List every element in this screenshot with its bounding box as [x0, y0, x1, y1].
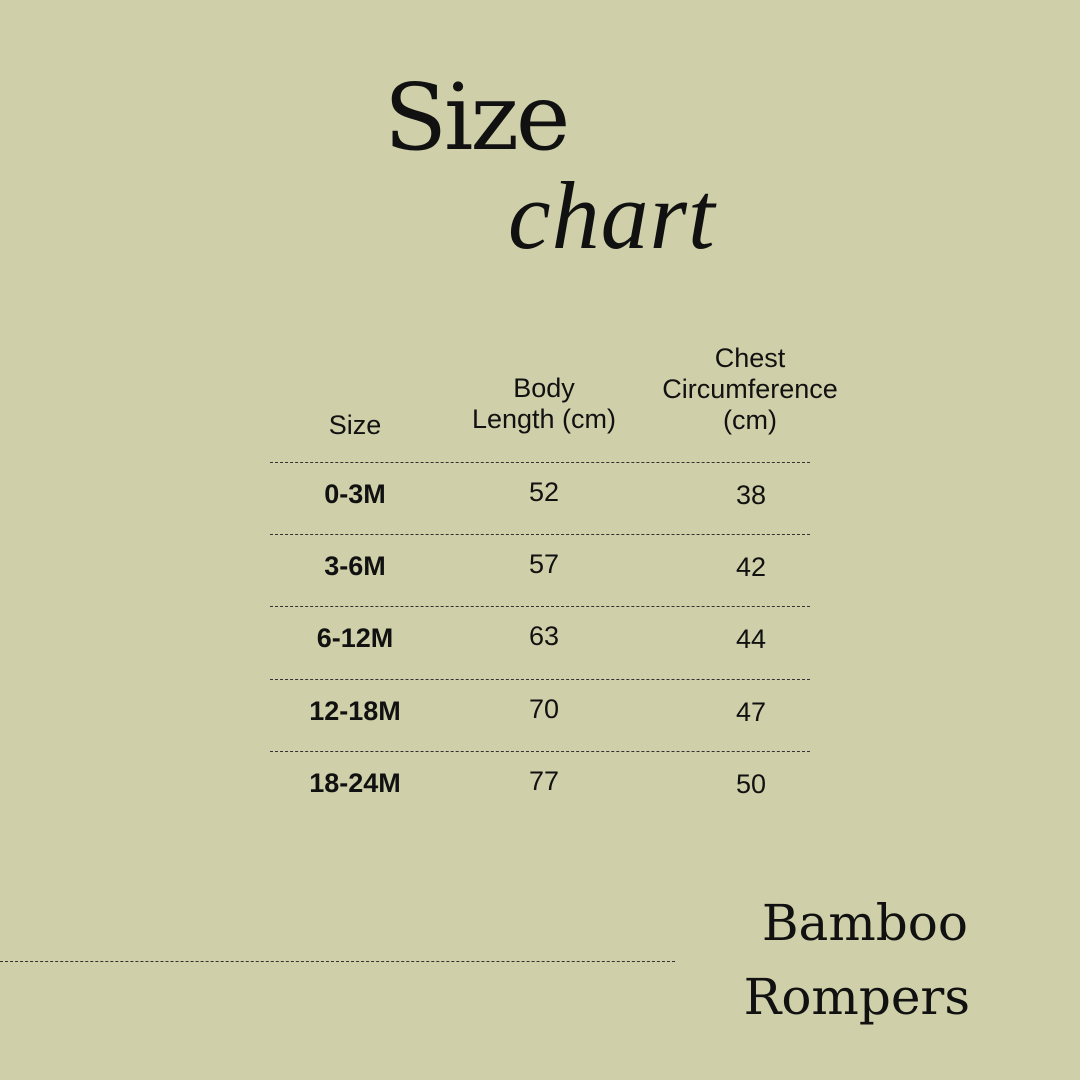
- cell-body-length: 52: [528, 477, 560, 507]
- cell-body-length: 63: [528, 621, 560, 651]
- cell-chest: 38: [735, 480, 767, 510]
- row-divider: [270, 534, 810, 535]
- cell-body-length: 70: [528, 694, 560, 724]
- cell-body-length: 77: [528, 766, 560, 796]
- cell-chest: 44: [735, 624, 767, 654]
- cell-size: 18-24M: [309, 768, 401, 798]
- header-text: Circumference: [662, 374, 838, 404]
- row-divider: [270, 751, 810, 752]
- header-size: Size: [290, 410, 420, 441]
- footer-line1: Bamboo: [761, 894, 968, 952]
- header-body-length: Body Length (cm): [444, 373, 644, 435]
- row-divider: [270, 462, 810, 463]
- cell-chest: 47: [735, 697, 767, 727]
- cell-size: 3-6M: [324, 551, 386, 581]
- header-text: Size: [328, 410, 382, 440]
- row-divider: [270, 606, 810, 607]
- footer-divider: [0, 961, 675, 962]
- title-chart: chart: [508, 162, 716, 269]
- cell-body-length: 57: [528, 549, 560, 579]
- header-text: Body: [513, 373, 575, 403]
- header-chest: Chest Circumference (cm): [630, 343, 870, 436]
- cell-size: 6-12M: [316, 623, 394, 653]
- footer-line2: Rompers: [743, 968, 970, 1026]
- header-text: Chest: [714, 343, 786, 373]
- cell-size: 0-3M: [324, 479, 386, 509]
- header-text: (cm): [723, 405, 777, 435]
- row-divider: [270, 679, 810, 680]
- title-size: Size: [384, 64, 570, 171]
- cell-size: 12-18M: [309, 696, 401, 726]
- cell-chest: 42: [735, 552, 767, 582]
- header-text: Length (cm): [471, 404, 617, 434]
- cell-chest: 50: [735, 769, 767, 799]
